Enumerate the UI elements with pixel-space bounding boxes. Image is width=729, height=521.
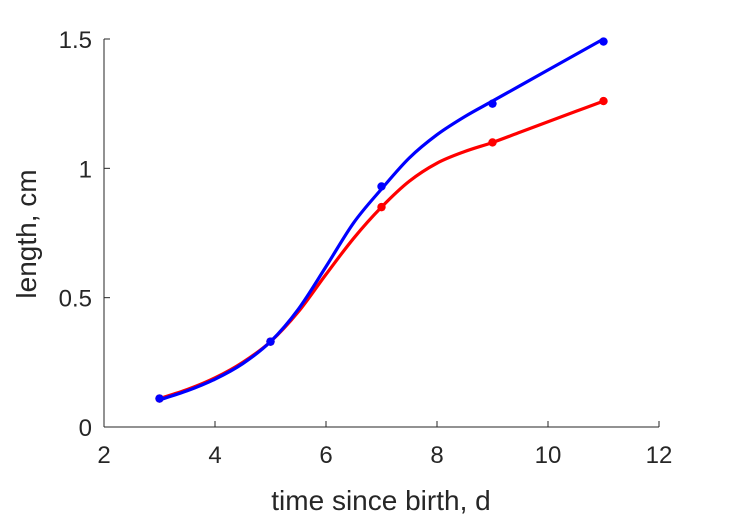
series-2-point bbox=[266, 337, 275, 346]
series-1-point bbox=[599, 96, 608, 106]
series-2-point bbox=[377, 182, 386, 191]
series-2-point bbox=[155, 394, 164, 403]
y-axis-label: length, cm bbox=[11, 169, 42, 298]
ticks: 2 4 6 8 10 12 0 0.5 1 1.5 bbox=[59, 27, 673, 469]
series-2-line bbox=[159, 37, 605, 402]
y-tick-label: 1 bbox=[79, 156, 92, 183]
x-axis-label: time since birth, d bbox=[271, 485, 490, 516]
x-tick-label: 10 bbox=[535, 442, 562, 469]
series-group bbox=[155, 37, 608, 403]
y-tick-label: 0.5 bbox=[59, 286, 92, 313]
series-1-point bbox=[377, 202, 386, 212]
series-1-point bbox=[488, 138, 497, 147]
x-tick-label: 4 bbox=[208, 442, 221, 469]
series-2-point bbox=[488, 99, 497, 108]
series-2-point bbox=[599, 37, 608, 46]
y-tick-label: 1.5 bbox=[59, 27, 92, 54]
x-tick-label: 6 bbox=[319, 442, 332, 469]
y-tick-label: 0 bbox=[79, 415, 92, 442]
x-tick-label: 2 bbox=[97, 442, 110, 469]
axes bbox=[103, 39, 659, 428]
x-tick-label: 8 bbox=[430, 442, 443, 469]
x-tick-label: 12 bbox=[646, 442, 673, 469]
series-1-line bbox=[159, 99, 605, 401]
